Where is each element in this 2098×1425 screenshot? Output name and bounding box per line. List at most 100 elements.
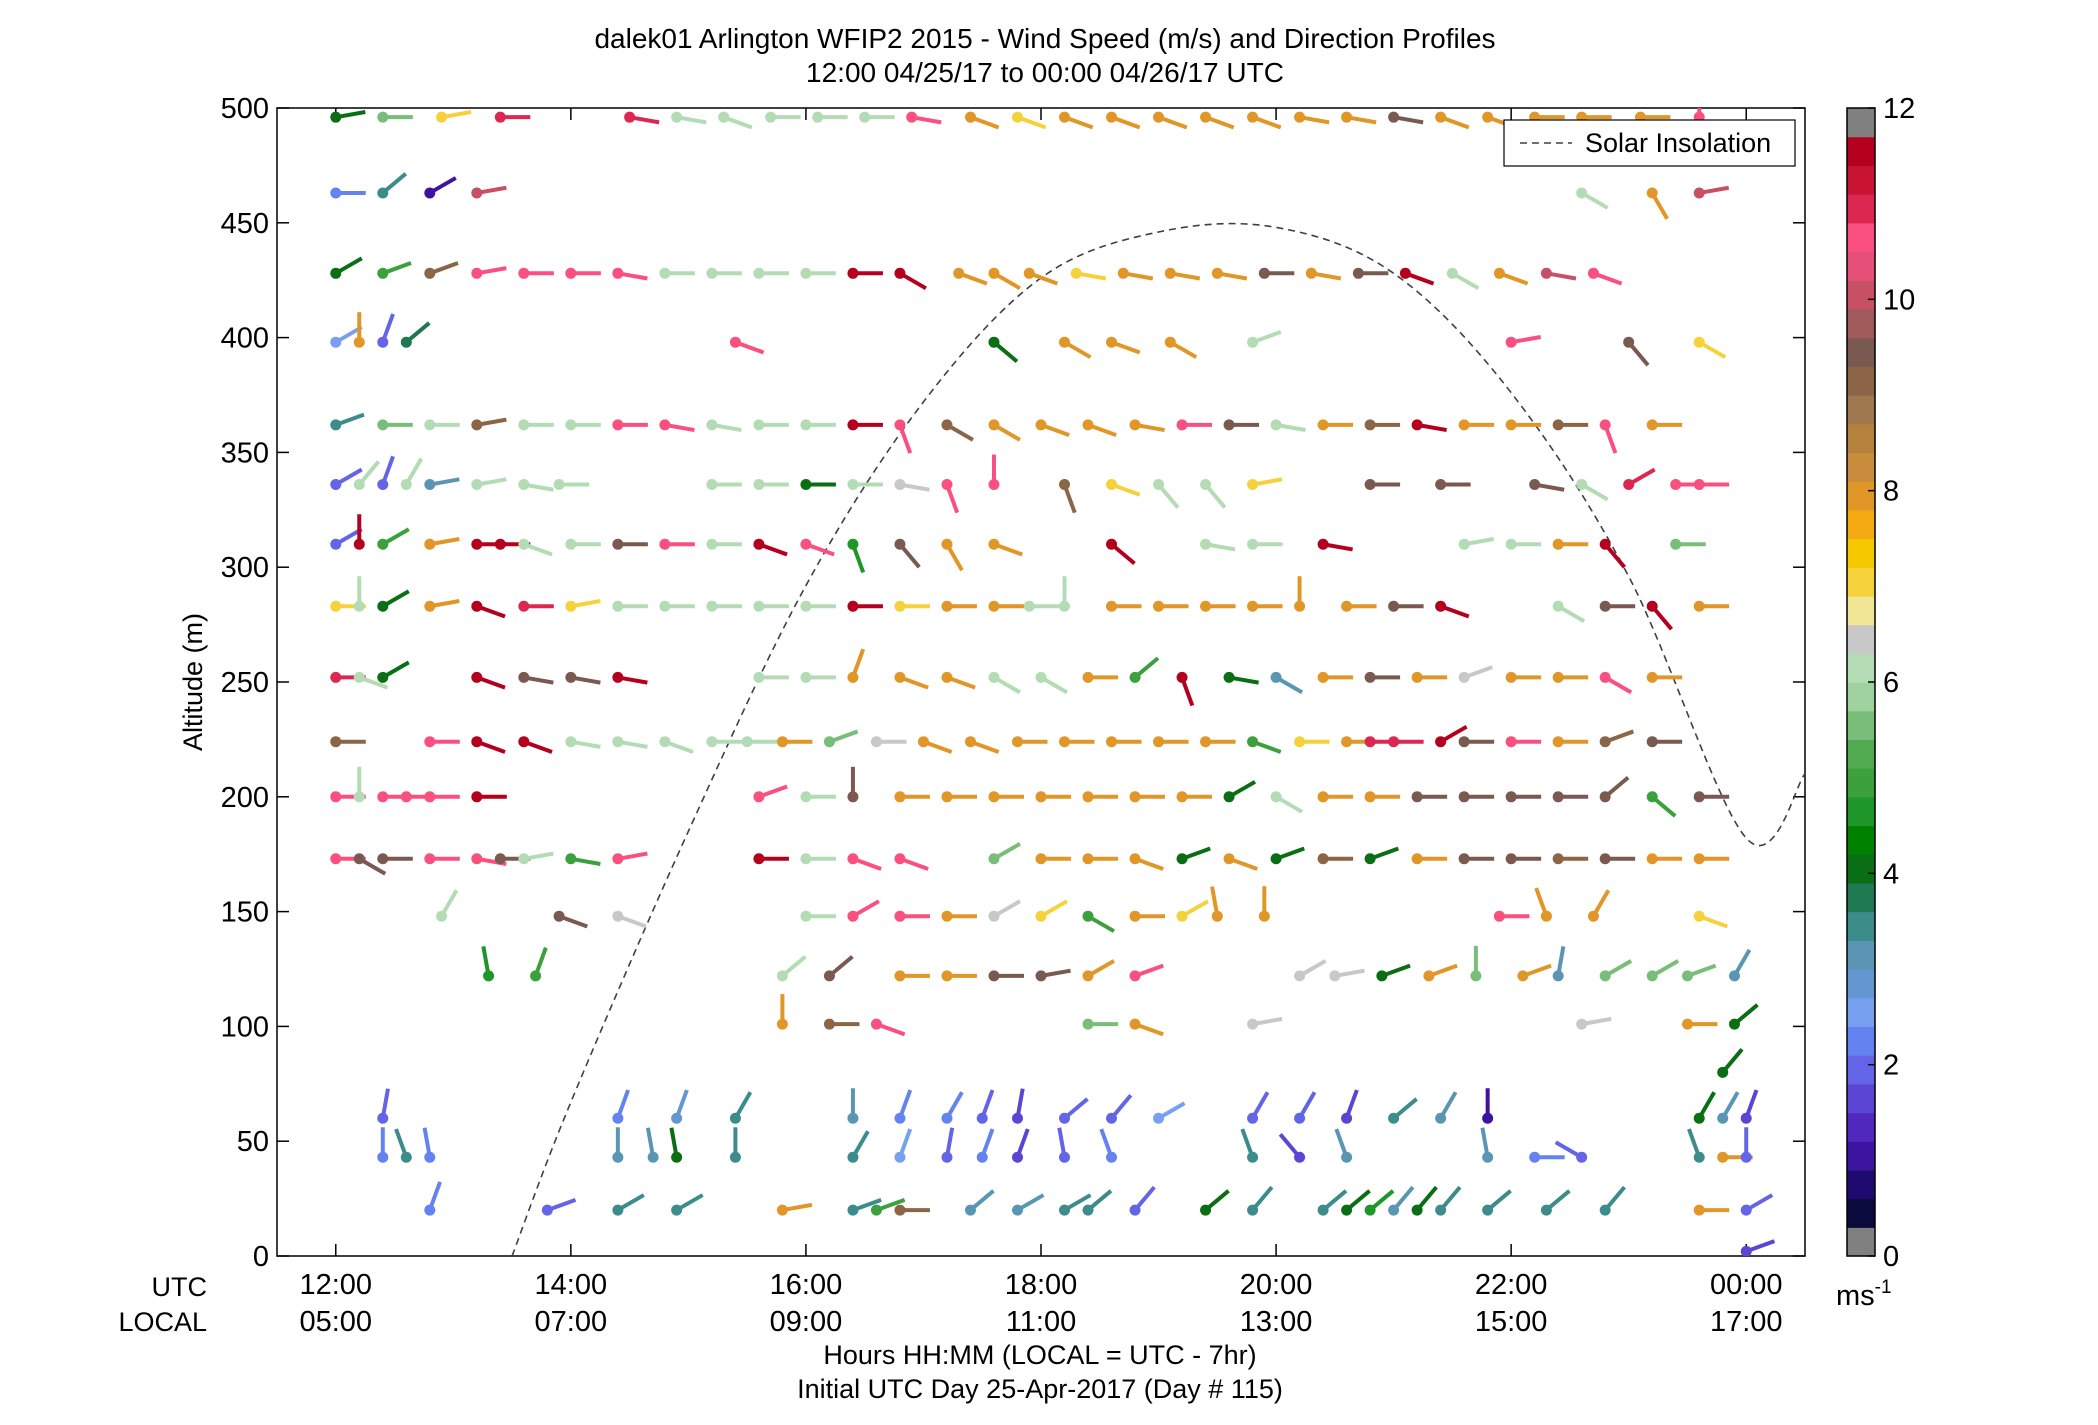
colorbar-segment — [1847, 1141, 1875, 1171]
wind-barb — [1552, 600, 1586, 623]
wind-barb — [565, 736, 601, 749]
y-tick-label: 300 — [221, 552, 269, 584]
wind-barb — [1294, 959, 1327, 982]
wind-barb — [377, 111, 413, 123]
y-tick-label: 400 — [221, 323, 269, 355]
wind-barb — [1740, 1127, 1752, 1163]
wind-barb — [436, 110, 472, 123]
wind-barb — [1129, 963, 1164, 982]
wind-barb — [471, 671, 506, 690]
colorbar-segment — [1847, 1169, 1875, 1200]
wind-barb — [1106, 479, 1141, 497]
x-axis: 12:00 05:00 14:00 07:00 16:00 09:00 18:00 11:00… — [299, 108, 1783, 1338]
wind-barb — [1670, 538, 1706, 550]
wind-barb — [353, 460, 381, 491]
wind-barb — [1687, 1128, 1705, 1163]
wind-barb — [1576, 187, 1609, 210]
wind-barb — [1153, 736, 1189, 748]
wind-barb — [1106, 600, 1142, 612]
wind-barb — [847, 419, 883, 431]
wind-barb — [1388, 1097, 1418, 1124]
wind-barb — [394, 1128, 412, 1163]
wind-barb — [1059, 111, 1094, 130]
wind-barb — [988, 454, 1000, 491]
wind-barb — [1059, 736, 1095, 748]
wind-barb — [1552, 945, 1566, 982]
wind-barb — [353, 853, 387, 876]
wind-barb — [964, 736, 1000, 754]
wind-barb — [1587, 889, 1611, 922]
wind-barb — [1153, 111, 1188, 130]
wind-barb — [941, 419, 974, 442]
chart-subtitle: 12:00 04/25/17 to 00:00 04/26/17 UTC — [806, 57, 1284, 88]
wind-barb — [612, 671, 648, 685]
wind-barb — [1247, 538, 1283, 550]
wind-barb — [894, 1089, 913, 1124]
wind-barb — [1552, 538, 1589, 550]
wind-barb — [1317, 853, 1354, 865]
wind-barb — [1200, 111, 1235, 130]
wind-barb — [870, 736, 907, 748]
wind-barb — [612, 538, 648, 550]
wind-barb — [424, 599, 460, 612]
wind-barb — [1247, 1016, 1283, 1030]
colorbar-segment — [1847, 796, 1875, 827]
wind-barb — [1082, 791, 1119, 803]
wind-barb — [1411, 791, 1448, 803]
wind-barb — [1717, 1048, 1744, 1078]
wind-barb — [941, 791, 977, 803]
wind-barb — [988, 336, 1019, 364]
wind-barb — [1540, 267, 1577, 281]
wind-barb — [612, 419, 648, 431]
wind-barb — [1082, 959, 1115, 982]
wind-barb — [494, 111, 531, 123]
wind-barb — [847, 899, 880, 922]
colorbar-segment — [1847, 452, 1875, 482]
wind-barb — [1317, 671, 1354, 683]
wind-barb — [706, 419, 742, 433]
wind-barb — [1693, 1091, 1716, 1124]
colorbar-segment — [1847, 682, 1875, 712]
wind-barb — [1082, 1189, 1113, 1216]
wind-barb — [1035, 899, 1068, 922]
wind-barb — [1270, 419, 1306, 433]
wind-barb — [753, 479, 789, 491]
wind-barb — [1364, 671, 1401, 683]
wind-barb — [330, 467, 363, 491]
wind-barb — [1011, 736, 1048, 748]
colorbar-segment — [1847, 1112, 1875, 1142]
wind-barb — [706, 736, 742, 748]
wind-barb — [988, 419, 1021, 442]
y-tick-label: 100 — [221, 1011, 269, 1043]
wind-barb — [1411, 1185, 1438, 1216]
wind-barb — [729, 1091, 753, 1124]
wind-barb — [645, 1127, 659, 1163]
colorbar-segment — [1847, 1227, 1875, 1257]
x-tick-label-utc: 20:00 — [1240, 1269, 1313, 1301]
wind-barb — [518, 736, 553, 754]
wind-barb — [1493, 910, 1530, 922]
wind-barb — [1493, 267, 1529, 286]
wind-barb — [424, 537, 460, 550]
wind-barb — [671, 1193, 704, 1216]
wind-barb — [718, 111, 753, 130]
wind-barb — [1082, 853, 1119, 865]
wind-barb — [1435, 1091, 1458, 1124]
x-tick-label-utc: 22:00 — [1475, 1269, 1548, 1301]
colorbar-segment — [1847, 911, 1875, 941]
wind-barb — [1693, 108, 1705, 123]
y-tick-label: 50 — [237, 1126, 269, 1158]
wind-barb — [1458, 853, 1495, 865]
wind-barb — [894, 1204, 930, 1216]
wind-barb — [894, 419, 913, 454]
wind-barb — [377, 419, 413, 431]
wind-barb — [1364, 479, 1401, 491]
wind-barb — [1341, 1089, 1359, 1124]
wind-barb — [1082, 419, 1117, 437]
wind-barb — [424, 853, 460, 865]
wind-barb — [377, 313, 395, 348]
wind-barb — [1388, 600, 1424, 612]
wind-barb — [1717, 1091, 1740, 1124]
wind-barb — [1540, 1189, 1571, 1216]
wind-barb — [1364, 846, 1399, 865]
